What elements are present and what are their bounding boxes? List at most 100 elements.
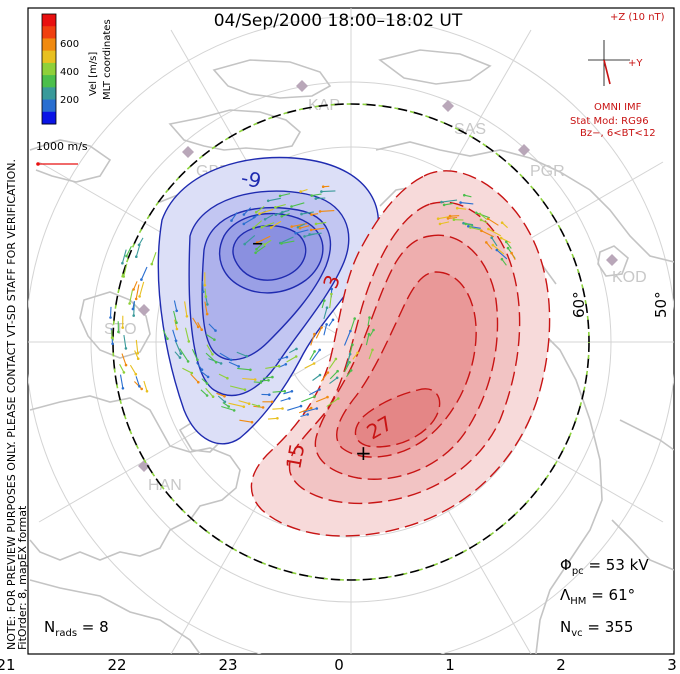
velocity-vector-origin [200,368,204,372]
velocity-vector-origin [506,246,510,250]
velocity-vector [133,281,138,290]
velocity-vector-origin [227,405,230,408]
velocity-vector [365,334,370,346]
velocity-vector-origin [111,342,114,346]
velocity-vector [444,202,454,206]
velocity-vector-origin [175,309,178,313]
velocity-vector-origin [242,222,246,226]
velocity-vector [121,249,127,264]
stat-phi-pc: Φpc = 53 kV [560,556,649,577]
velocity-vector-origin [323,299,326,302]
velocity-vector-origin [486,217,490,221]
colorbar-tick: 400 [60,67,79,78]
velocity-vector [190,373,199,383]
velocity-vector [238,400,250,405]
velocity-vector-origin [274,206,277,209]
velocity-vector-origin [200,328,203,332]
velocity-vector [311,349,321,362]
velocity-vector-origin [269,226,273,229]
velocity-vector-origin [137,243,141,247]
velocity-vector [280,397,290,402]
velocity-vector-origin [320,326,323,329]
velocity-vector-origin [261,406,265,409]
velocity-vector [323,307,328,320]
velocity-vector-origin [308,233,311,236]
velocity-vector [329,293,332,309]
velocity-vector-origin [288,397,291,400]
velocity-vector-origin [117,330,120,334]
imf-y-label: +Y [628,58,643,69]
velocity-vector [255,205,265,213]
velocity-vector-origin [290,205,293,208]
velocity-vector-origin [132,288,135,291]
velocity-vector-origin [211,353,214,356]
velocity-vector-origin [299,404,303,408]
station-label: STO [104,321,137,338]
velocity-vector-origin [500,221,504,224]
velocity-vector [346,370,352,378]
velocity-vector [321,190,336,193]
velocity-vector-origin [464,222,468,226]
velocity-vector-origin [309,228,313,232]
velocity-vector-origin [259,381,263,384]
velocity-vector [309,232,322,235]
velocity-vector-origin [306,413,310,416]
velocity-vector-origin [281,407,284,410]
velocity-vector-origin [318,373,322,377]
station-kap-marker [296,80,308,92]
velocity-vector [441,199,458,203]
velocity-vector-origin [320,190,323,193]
positive-contour [354,388,441,448]
velocity-vector [237,367,251,371]
velocity-vector [182,367,193,374]
velocity-vector [174,319,178,330]
velocity-vector-origin [263,243,267,246]
velocity-vector [162,329,168,339]
station-sto-marker [138,304,150,316]
velocity-vector-origin [150,262,154,266]
velocity-vector-origin [135,255,138,258]
velocity-vector-origin [331,318,335,322]
velocity-vector-origin [348,361,351,364]
colorbar-cell [42,75,56,88]
velocity-vector-origin [197,380,200,384]
velocity-vector [243,207,252,215]
velocity-vector-origin [252,215,256,219]
velocity-vector [287,405,302,411]
velocity-vector-origin [478,212,482,216]
velocity-vector [283,390,293,395]
colorbar-tick: 600 [60,39,79,50]
velocity-vector-origin [214,329,217,332]
fit-order-note: FitOrder: 8, mapEX format [16,505,29,650]
velocity-vector-origin [356,351,359,355]
velocity-vector-origin [205,394,209,397]
velocity-vector-origin [121,326,124,329]
velocity-vector [228,402,244,408]
station-markers [138,80,618,472]
velocity-vector-origin [237,365,240,368]
colorbar-cell [42,99,56,113]
colorbar-cell [42,62,56,76]
velocity-vector-origin [136,357,140,361]
velocity-vector [135,284,140,300]
velocity-vector [345,353,351,367]
velocity-vector [179,348,189,362]
velocity-vector [262,376,273,379]
velocity-vector [216,392,225,397]
velocity-vector [253,220,263,229]
velocity-vector-origin [254,210,258,214]
velocity-vector-origin [310,213,313,216]
velocity-vector-origin [335,376,339,380]
imf-dial: +Z (10 nT) +Y OMNI IMF Stat Mod: RG96 Bz… [570,12,665,139]
velocity-vector [457,207,467,210]
station-sas-marker [442,100,454,112]
velocity-vector [315,197,326,200]
velocity-vector-origin [325,323,328,326]
velocity-vector-origin [353,317,357,320]
velocity-vector-origin [349,369,353,372]
velocity-vector-origin [274,213,278,216]
velocity-vector-origin [122,371,126,374]
velocity-vector-origin [368,316,371,319]
velocity-vector-origin [109,316,112,319]
velocity-vector [242,377,256,381]
